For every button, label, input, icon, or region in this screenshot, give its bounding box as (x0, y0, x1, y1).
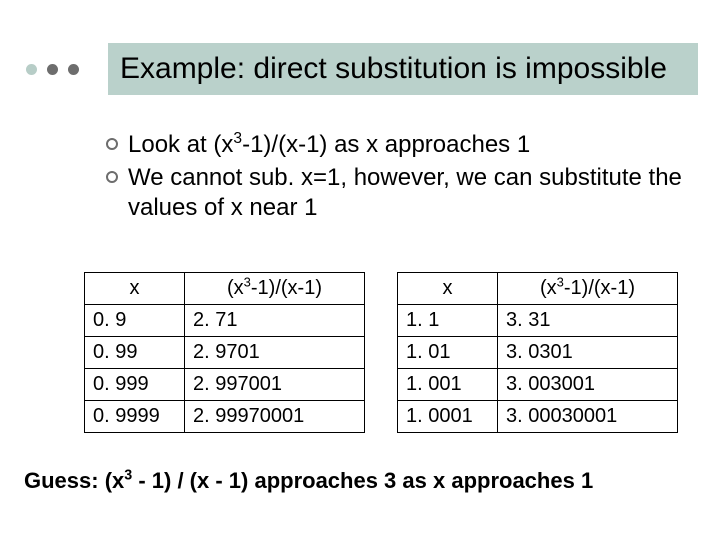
table-row: 1. 013. 0301 (398, 337, 678, 369)
cell-fx: 3. 00030001 (498, 401, 678, 433)
cell-x: 1. 0001 (398, 401, 498, 433)
bullet-item-2: We cannot sub. x=1, however, we can subs… (106, 163, 694, 224)
col-header-fx: (x3-1)/(x-1) (498, 273, 678, 305)
cell-x: 0. 9999 (85, 401, 185, 433)
table-row: 1. 0013. 003001 (398, 369, 678, 401)
table-header-row: x (x3-1)/(x-1) (398, 273, 678, 305)
table-row: 1. 13. 31 (398, 305, 678, 337)
col-header-x: x (398, 273, 498, 305)
table-row: 0. 99992. 99970001 (85, 401, 365, 433)
col-header-fx: (x3-1)/(x-1) (185, 273, 365, 305)
page-title: Example: direct substitution is impossib… (108, 43, 698, 94)
tables-container: x (x3-1)/(x-1) 0. 92. 71 0. 992. 9701 0.… (84, 272, 698, 433)
bullet-item-1: Look at (x3-1)/(x-1) as x approaches 1 (106, 130, 694, 161)
cell-x: 0. 999 (85, 369, 185, 401)
cell-fx: 2. 9701 (185, 337, 365, 369)
bullet-text-1: Look at (x3-1)/(x-1) as x approaches 1 (128, 130, 530, 161)
cell-fx: 2. 997001 (185, 369, 365, 401)
cell-x: 0. 99 (85, 337, 185, 369)
title-dot-3 (68, 64, 79, 75)
col-header-x: x (85, 273, 185, 305)
cell-x: 1. 01 (398, 337, 498, 369)
title-bar: Example: direct substitution is impossib… (22, 24, 698, 114)
bullet-ring-icon (106, 171, 118, 183)
cell-fx: 3. 0301 (498, 337, 678, 369)
title-dot-2 (47, 64, 58, 75)
title-bullet-dots (22, 64, 108, 75)
cell-x: 1. 001 (398, 369, 498, 401)
cell-x: 0. 9 (85, 305, 185, 337)
cell-x: 1. 1 (398, 305, 498, 337)
left-table: x (x3-1)/(x-1) 0. 92. 71 0. 992. 9701 0.… (84, 272, 365, 433)
bullet-ring-icon (106, 138, 118, 150)
title-dot-1 (26, 64, 37, 75)
cell-fx: 3. 003001 (498, 369, 678, 401)
table-row: 0. 992. 9701 (85, 337, 365, 369)
table-row: 1. 00013. 00030001 (398, 401, 678, 433)
table-header-row: x (x3-1)/(x-1) (85, 273, 365, 305)
content-area: Look at (x3-1)/(x-1) as x approaches 1 W… (106, 130, 694, 226)
guess-line: Guess: (x3 - 1) / (x - 1) approaches 3 a… (24, 468, 704, 494)
table-row: 0. 92. 71 (85, 305, 365, 337)
cell-fx: 3. 31 (498, 305, 678, 337)
right-table: x (x3-1)/(x-1) 1. 13. 31 1. 013. 0301 1.… (397, 272, 678, 433)
cell-fx: 2. 99970001 (185, 401, 365, 433)
bullet-text-2: We cannot sub. x=1, however, we can subs… (128, 163, 694, 224)
cell-fx: 2. 71 (185, 305, 365, 337)
table-row: 0. 9992. 997001 (85, 369, 365, 401)
